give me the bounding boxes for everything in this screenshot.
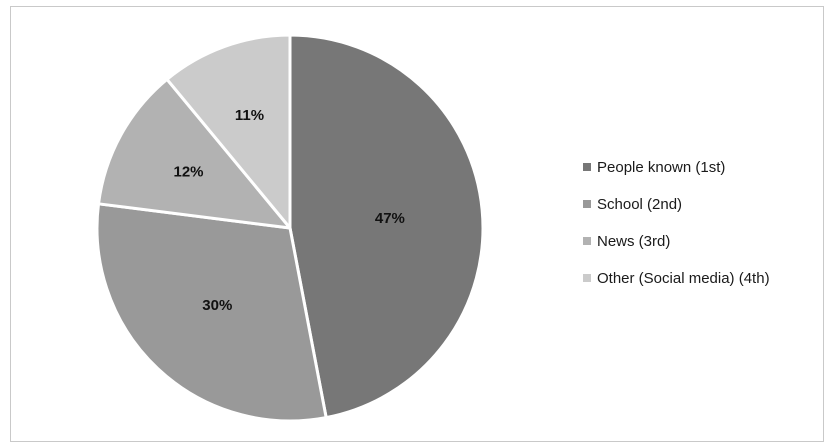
legend-label: Other (Social media) (4th) (597, 269, 770, 287)
legend-swatch (583, 274, 591, 282)
legend-item: School (2nd) (583, 195, 770, 213)
pie-labels: 47% 30% 12% 11% (173, 107, 404, 314)
legend-swatch (583, 237, 591, 245)
legend-swatch (583, 163, 591, 171)
pie-slice (97, 77, 292, 230)
pie-slice (95, 202, 328, 423)
legend-item: People known (1st) (583, 158, 770, 176)
legend-label: News (3rd) (597, 232, 671, 250)
pie-slice-label: 30% (202, 297, 232, 314)
pie-slice (288, 33, 485, 420)
legend-label: People known (1st) (597, 158, 726, 176)
legend-swatch (583, 200, 591, 208)
pie-slice-label: 47% (375, 210, 405, 227)
pie-slice-label: 12% (173, 164, 203, 181)
legend-item: News (3rd) (583, 232, 770, 250)
legend-item: Other (Social media) (4th) (583, 269, 770, 287)
pie-slice (165, 33, 292, 230)
pie-slice-label: 11% (235, 107, 264, 124)
legend-label: School (2nd) (597, 195, 683, 213)
chart-legend: People known (1st) School (2nd) News (3rd)… (583, 158, 770, 306)
pie-slices (95, 33, 485, 423)
